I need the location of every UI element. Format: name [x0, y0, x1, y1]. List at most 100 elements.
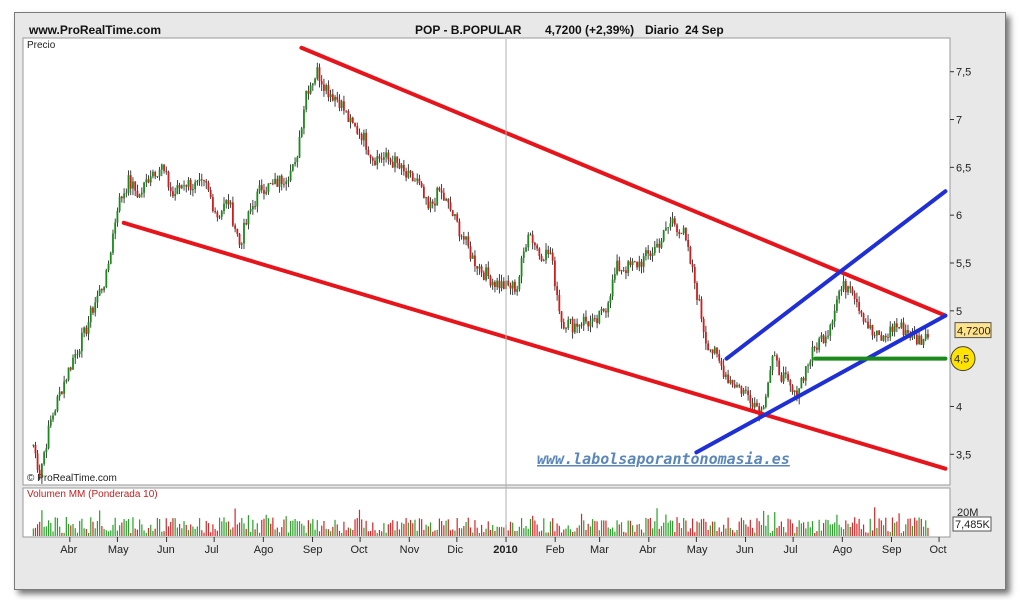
volume-bar [745, 524, 747, 536]
volume-bar [465, 522, 467, 536]
volume-bar [663, 522, 665, 536]
candle-body [858, 301, 861, 312]
candle-body [154, 171, 157, 177]
volume-bar [32, 528, 34, 536]
volume-bar [858, 518, 860, 536]
trendline [694, 313, 948, 455]
candle-body [889, 326, 892, 338]
candle-body [813, 347, 816, 348]
candle-body [185, 185, 188, 187]
volume-bar [687, 531, 689, 536]
candle-body [396, 156, 399, 163]
candle-body [283, 183, 285, 185]
volume-bar [916, 520, 918, 536]
volume-bar [432, 531, 434, 536]
volume-bar [90, 517, 92, 536]
volume-bar [882, 525, 885, 536]
y-tick-label: 7 [956, 115, 962, 127]
volume-bar [307, 520, 309, 536]
candle-body [802, 377, 805, 381]
volume-bar [361, 519, 363, 536]
candle-body [616, 260, 618, 275]
volume-bar [556, 523, 558, 536]
candle-body [711, 349, 714, 354]
volume-bar [538, 531, 540, 536]
candle-body [556, 286, 559, 296]
volume-bar [387, 524, 389, 536]
candle-body [611, 279, 614, 297]
candle-body [276, 178, 279, 187]
candle-body [107, 263, 110, 270]
candle-body [454, 214, 456, 217]
candle-body [123, 193, 125, 199]
candle-body [862, 313, 865, 322]
volume-bar [634, 531, 636, 536]
volume-bar [443, 525, 445, 536]
candle-body [691, 263, 694, 267]
candle-body [534, 242, 536, 246]
volume-bar [494, 530, 496, 536]
watermark-link[interactable]: www.labolsaporantonomasia.es [537, 450, 790, 468]
volume-bar [809, 527, 811, 536]
volume-bar [294, 518, 296, 536]
volume-bar [290, 520, 292, 536]
candle-body [833, 310, 836, 322]
candle-body [824, 336, 827, 344]
candle-body [591, 318, 594, 322]
candle-body [478, 266, 481, 269]
volume-bar [278, 532, 281, 536]
volume-bar [612, 527, 614, 536]
candle-body [625, 270, 627, 273]
volume-bar [321, 525, 323, 536]
support-level-label: 4,5 [954, 354, 969, 366]
candle-body [756, 402, 758, 407]
volume-bar [83, 528, 85, 536]
volume-bar [59, 526, 61, 536]
volume-bar [45, 526, 47, 536]
candle-body [796, 390, 798, 399]
candle-body [280, 175, 283, 184]
candle-body [205, 180, 208, 183]
candle-body [172, 191, 174, 197]
volume-bar [389, 522, 392, 536]
candle-body [305, 91, 308, 110]
volume-bar [287, 532, 290, 536]
volume-bar [578, 525, 580, 536]
candle-body [112, 233, 114, 253]
volume-bar [891, 517, 894, 536]
candle-body [729, 379, 732, 384]
volume-bar [147, 528, 150, 536]
candle-body [389, 159, 392, 162]
volume-bar [216, 530, 218, 536]
volume-bar [500, 526, 503, 536]
candle-body [736, 385, 738, 388]
candle-body [778, 360, 781, 376]
candle-body [720, 360, 723, 366]
candle-body [487, 267, 490, 277]
volume-bar [272, 517, 274, 536]
candle-body [658, 243, 661, 248]
volume-bar [707, 529, 709, 536]
volume-bar [736, 529, 738, 536]
candle-body [700, 299, 703, 319]
volume-bar [816, 531, 818, 536]
x-tick-label: Mar [590, 544, 609, 556]
volume-bar [911, 525, 914, 536]
volume-bar [865, 532, 867, 536]
candle-body [420, 183, 423, 187]
volume-bar [449, 530, 452, 536]
candle-body [887, 337, 889, 338]
volume-bar [265, 514, 267, 536]
candle-body [884, 335, 887, 338]
candle-body [56, 396, 59, 411]
volume-bar [842, 529, 845, 536]
x-tick-label: Nov [400, 544, 420, 556]
volume-bar [132, 517, 134, 536]
candle-body [156, 176, 159, 177]
volume-bar [256, 523, 258, 536]
volume-bar [527, 528, 529, 536]
candle-body [496, 280, 499, 287]
candle-body [207, 182, 210, 191]
x-tick-label: Jul [784, 544, 798, 556]
volume-bar [589, 526, 592, 536]
